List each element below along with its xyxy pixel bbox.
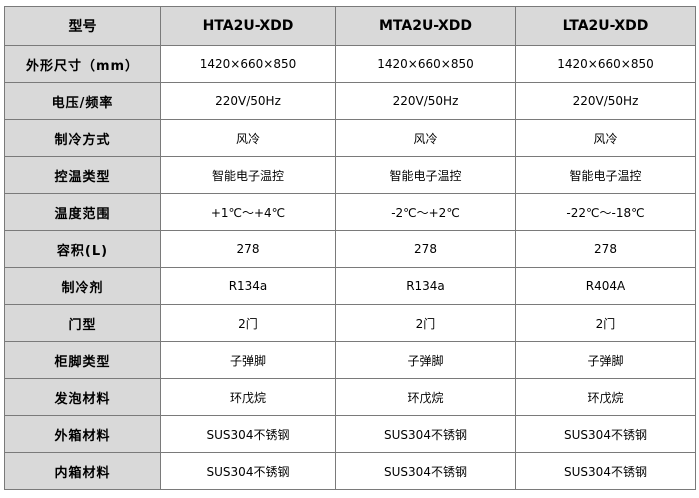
- table-cell: 2门: [515, 304, 696, 342]
- table-cell: 220V/50Hz: [515, 82, 696, 120]
- table-cell: 220V/50Hz: [335, 82, 516, 120]
- row-label: 柜脚类型: [4, 341, 161, 379]
- table-cell: 2门: [335, 304, 516, 342]
- table-cell: R134a: [335, 267, 516, 305]
- table-cell: 1420×660×850: [160, 45, 336, 83]
- table-row-inner-material: 内箱材料 SUS304不锈钢 SUS304不锈钢 SUS304不锈钢: [4, 452, 696, 490]
- header-model-label: 型号: [4, 6, 161, 46]
- table-cell: 环戊烷: [335, 378, 516, 416]
- row-label: 控温类型: [4, 156, 161, 194]
- table-cell: -2℃～+2℃: [335, 193, 516, 231]
- table-cell: 1420×660×850: [335, 45, 516, 83]
- table-cell: 智能电子温控: [335, 156, 516, 194]
- row-label: 外箱材料: [4, 415, 161, 453]
- table-cell: SUS304不锈钢: [335, 452, 516, 490]
- table-cell: -22℃～-18℃: [515, 193, 696, 231]
- table-cell: SUS304不锈钢: [515, 415, 696, 453]
- table-cell: 278: [515, 230, 696, 268]
- table-cell: R134a: [160, 267, 336, 305]
- row-label: 发泡材料: [4, 378, 161, 416]
- table-cell: 风冷: [160, 119, 336, 157]
- table-cell: 子弹脚: [335, 341, 516, 379]
- row-label: 电压/频率: [4, 82, 161, 120]
- table-cell: SUS304不锈钢: [335, 415, 516, 453]
- table-cell: SUS304不锈钢: [515, 452, 696, 490]
- table-cell: 风冷: [515, 119, 696, 157]
- row-label: 制冷剂: [4, 267, 161, 305]
- header-model-lta2u: LTA2U-XDD: [515, 6, 696, 46]
- table-row-cooling: 制冷方式 风冷 风冷 风冷: [4, 119, 696, 157]
- table-cell: R404A: [515, 267, 696, 305]
- table-cell: 1420×660×850: [515, 45, 696, 83]
- table-cell: 2门: [160, 304, 336, 342]
- table-row-foam: 发泡材料 环戊烷 环戊烷 环戊烷: [4, 378, 696, 416]
- table-cell: 子弹脚: [160, 341, 336, 379]
- table-row-door: 门型 2门 2门 2门: [4, 304, 696, 342]
- spec-table: 型号 HTA2U-XDD MTA2U-XDD LTA2U-XDD 外形尺寸（mm…: [4, 6, 696, 490]
- table-cell: 220V/50Hz: [160, 82, 336, 120]
- table-cell: 环戊烷: [515, 378, 696, 416]
- table-row-refrigerant: 制冷剂 R134a R134a R404A: [4, 267, 696, 305]
- row-label: 制冷方式: [4, 119, 161, 157]
- row-label: 温度范围: [4, 193, 161, 231]
- table-row-outer-material: 外箱材料 SUS304不锈钢 SUS304不锈钢 SUS304不锈钢: [4, 415, 696, 453]
- header-model-mta2u: MTA2U-XDD: [335, 6, 516, 46]
- table-row-feet: 柜脚类型 子弹脚 子弹脚 子弹脚: [4, 341, 696, 379]
- table-row-dimensions: 外形尺寸（mm） 1420×660×850 1420×660×850 1420×…: [4, 45, 696, 83]
- table-row-volume: 容积(L) 278 278 278: [4, 230, 696, 268]
- table-row-voltage: 电压/频率 220V/50Hz 220V/50Hz 220V/50Hz: [4, 82, 696, 120]
- table-cell: 环戊烷: [160, 378, 336, 416]
- table-cell: 风冷: [335, 119, 516, 157]
- table-cell: SUS304不锈钢: [160, 415, 336, 453]
- table-cell: 智能电子温控: [515, 156, 696, 194]
- header-model-hta2u: HTA2U-XDD: [160, 6, 336, 46]
- table-cell: +1℃～+4℃: [160, 193, 336, 231]
- row-label: 内箱材料: [4, 452, 161, 490]
- table-row-temp-range: 温度范围 +1℃～+4℃ -2℃～+2℃ -22℃～-18℃: [4, 193, 696, 231]
- table-cell: 智能电子温控: [160, 156, 336, 194]
- table-row-temp-control: 控温类型 智能电子温控 智能电子温控 智能电子温控: [4, 156, 696, 194]
- table-cell: 278: [335, 230, 516, 268]
- table-cell: 子弹脚: [515, 341, 696, 379]
- table-cell: 278: [160, 230, 336, 268]
- row-label: 门型: [4, 304, 161, 342]
- row-label: 外形尺寸（mm）: [4, 45, 161, 83]
- table-header-row: 型号 HTA2U-XDD MTA2U-XDD LTA2U-XDD: [4, 6, 696, 46]
- table-cell: SUS304不锈钢: [160, 452, 336, 490]
- row-label: 容积(L): [4, 230, 161, 268]
